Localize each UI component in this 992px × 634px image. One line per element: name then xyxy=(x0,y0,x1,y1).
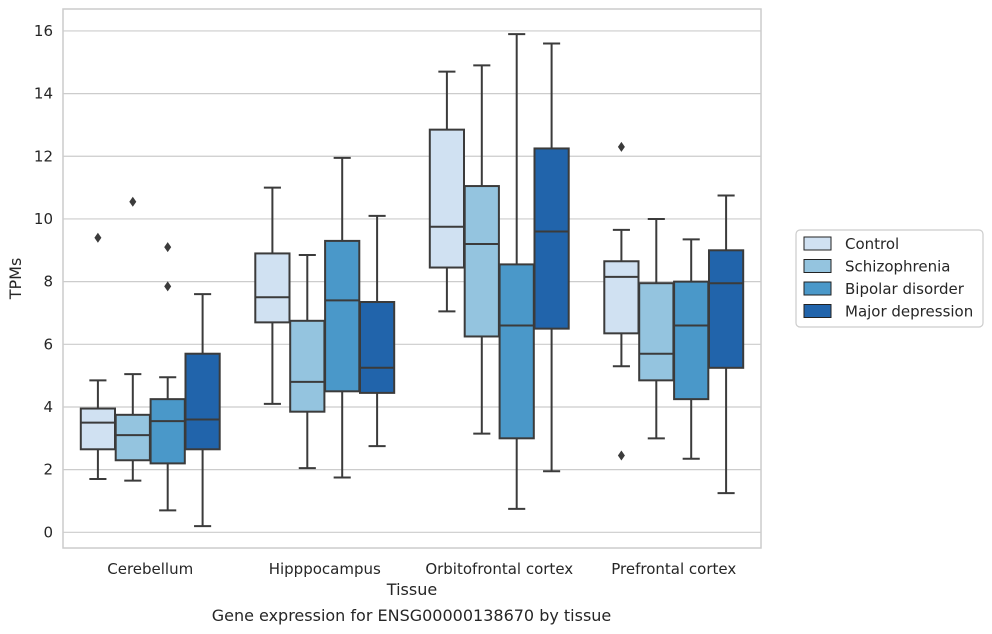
box-control xyxy=(254,186,291,405)
y-tick-label: 12 xyxy=(34,147,53,165)
y-tick-label: 8 xyxy=(43,273,53,291)
x-tick-labels: Cerebellum Hipppocampus Orbitofrontal cort… xyxy=(107,560,736,578)
legend-swatch xyxy=(803,236,832,251)
iqr-box xyxy=(603,260,640,335)
box-schizophrenia xyxy=(638,217,675,440)
legend-swatch xyxy=(803,304,832,318)
iqr-box xyxy=(428,128,466,269)
boxes xyxy=(79,33,745,528)
iqr-box xyxy=(673,280,710,401)
iqr-box xyxy=(289,319,326,413)
legend-label: Control xyxy=(845,235,899,253)
y-tick-label: 10 xyxy=(34,210,53,228)
box-control xyxy=(603,141,640,461)
iqr-box xyxy=(358,301,396,394)
iqr-box xyxy=(254,252,291,324)
legend-label: Schizophrenia xyxy=(845,258,950,276)
legend-frame xyxy=(795,229,984,328)
iqr-box xyxy=(184,352,221,451)
box-schizophrenia xyxy=(463,64,500,435)
box-bipolar-disorder xyxy=(498,33,535,510)
legend: Control Schizophrenia Bipolar disorder Majo… xyxy=(795,229,984,328)
y-tick-label: 0 xyxy=(43,523,53,541)
y-tick-label: 2 xyxy=(43,461,53,479)
outlier-point xyxy=(94,232,102,243)
box-bipolar-disorder xyxy=(149,242,186,512)
y-tick-label: 16 xyxy=(34,22,53,40)
box-schizophrenia xyxy=(289,253,326,470)
y-tick-label: 6 xyxy=(43,335,53,353)
iqr-box xyxy=(79,407,117,451)
y-axis-label: TPMs xyxy=(6,258,25,301)
y-tick-label: 14 xyxy=(34,85,53,103)
outlier-point xyxy=(164,242,172,253)
box-major-depression xyxy=(707,194,745,495)
box-bipolar-disorder xyxy=(324,156,361,479)
legend-label: Bipolar disorder xyxy=(845,280,965,298)
outlier-point xyxy=(617,450,625,461)
figure-caption: Gene expression for ENSG00000138670 by t… xyxy=(211,606,612,625)
iqr-box xyxy=(149,398,186,465)
box-bipolar-disorder xyxy=(673,238,710,460)
box-control xyxy=(79,232,117,481)
x-tick-label: Cerebellum xyxy=(107,560,193,578)
iqr-box xyxy=(324,239,361,393)
iqr-box xyxy=(114,413,151,462)
box-major-depression xyxy=(533,42,570,473)
iqr-box xyxy=(707,249,745,369)
legend-swatch xyxy=(803,281,832,296)
y-tick-label: 4 xyxy=(43,398,53,416)
iqr-box xyxy=(638,282,675,382)
box-schizophrenia xyxy=(114,196,151,482)
legend-swatch xyxy=(803,259,832,273)
plot-frame xyxy=(62,8,762,549)
x-tick-label: Hipppocampus xyxy=(269,560,381,578)
legend-label: Major depression xyxy=(845,303,973,321)
x-axis-label: Tissue xyxy=(386,580,437,599)
box-major-depression xyxy=(358,214,396,448)
outlier-point xyxy=(164,281,172,292)
outlier-point xyxy=(617,141,625,152)
outlier-point xyxy=(129,196,137,207)
box-control xyxy=(428,70,466,313)
box-major-depression xyxy=(184,293,221,528)
iqr-box xyxy=(533,147,570,330)
x-tick-label: Orbitofrontal cortex xyxy=(425,560,573,578)
x-tick-label: Prefrontal cortex xyxy=(611,560,736,578)
iqr-box xyxy=(498,263,535,440)
iqr-box xyxy=(463,185,500,338)
y-tick-labels: 0 2 4 6 8 10 12 14 16 xyxy=(34,22,53,541)
